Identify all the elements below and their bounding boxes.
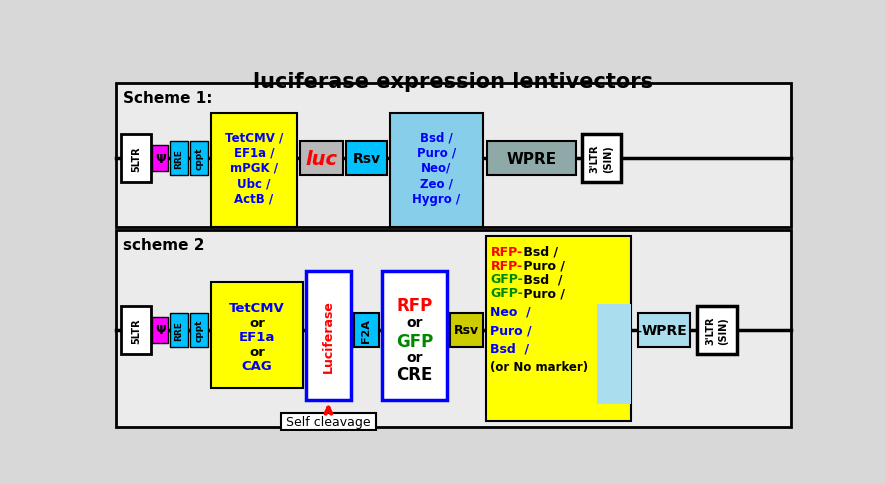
Bar <box>450 313 482 347</box>
Text: Hygro /: Hygro / <box>412 192 460 205</box>
Text: Ubc /: Ubc / <box>237 177 271 190</box>
Bar <box>152 146 168 172</box>
Text: WPRE: WPRE <box>641 323 687 337</box>
Text: RRE: RRE <box>174 149 183 168</box>
Text: Self cleavage: Self cleavage <box>286 415 371 428</box>
Text: 5LTR: 5LTR <box>131 318 142 343</box>
Bar <box>486 236 631 421</box>
Text: RRE: RRE <box>174 320 183 340</box>
Text: Puro /: Puro / <box>490 324 532 336</box>
Text: TetCMV /: TetCMV / <box>225 131 283 144</box>
Bar <box>116 83 791 228</box>
Bar <box>637 313 690 347</box>
Text: Bsd /: Bsd / <box>519 245 558 258</box>
Bar <box>281 413 375 430</box>
Bar <box>346 142 387 176</box>
Text: TetCMV: TetCMV <box>229 302 285 314</box>
Text: or: or <box>406 316 423 330</box>
Text: Puro /: Puro / <box>417 146 456 159</box>
Text: CAG: CAG <box>242 360 273 373</box>
Text: or: or <box>250 345 265 358</box>
Bar <box>212 113 296 227</box>
Text: Ψ: Ψ <box>155 324 165 336</box>
Text: Scheme 1:: Scheme 1: <box>123 91 212 106</box>
Text: Bsd /: Bsd / <box>419 131 452 144</box>
Text: GFP-: GFP- <box>490 287 523 300</box>
Bar <box>381 272 447 400</box>
Text: Bsd  /: Bsd / <box>519 273 563 286</box>
Bar <box>597 304 631 404</box>
Bar <box>212 283 303 389</box>
Bar <box>152 317 168 343</box>
Text: Neo/: Neo/ <box>421 162 451 174</box>
Text: or: or <box>406 351 423 365</box>
Text: -: - <box>631 321 643 339</box>
Text: RFP-: RFP- <box>490 245 522 258</box>
Text: Puro /: Puro / <box>519 259 565 272</box>
Bar <box>121 135 151 182</box>
Bar <box>116 231 791 427</box>
Text: Bsd  /: Bsd / <box>490 342 529 355</box>
Text: 3'LTR
(SIN): 3'LTR (SIN) <box>705 316 728 344</box>
Text: scheme 2: scheme 2 <box>123 238 204 253</box>
Text: EF1a /: EF1a / <box>234 146 274 159</box>
Text: RFP-: RFP- <box>490 259 522 272</box>
Bar <box>354 313 379 347</box>
Text: RFP: RFP <box>396 297 433 315</box>
Text: ActB /: ActB / <box>235 192 273 205</box>
Text: Rsv: Rsv <box>352 152 381 166</box>
Bar <box>488 142 575 176</box>
Text: Puro /: Puro / <box>519 287 565 300</box>
Text: Ψ: Ψ <box>155 152 165 165</box>
Bar <box>300 142 343 176</box>
Text: Neo  /: Neo / <box>490 305 531 318</box>
Text: GFP: GFP <box>396 332 433 350</box>
Text: F2A: F2A <box>361 318 372 342</box>
Text: Rsv: Rsv <box>454 324 479 336</box>
Text: cppt: cppt <box>195 319 204 341</box>
Text: EF1a: EF1a <box>239 331 275 344</box>
Text: 3'LTR
(SIN): 3'LTR (SIN) <box>589 145 612 173</box>
Bar <box>170 142 189 176</box>
Text: 5LTR: 5LTR <box>131 146 142 171</box>
Text: GFP-: GFP- <box>490 273 523 286</box>
Text: WPRE: WPRE <box>506 151 557 166</box>
Bar <box>121 306 151 354</box>
Text: Zeo /: Zeo / <box>419 177 452 190</box>
Bar <box>306 272 350 400</box>
Text: cppt: cppt <box>195 148 204 170</box>
Bar <box>170 313 189 347</box>
Text: mPGK /: mPGK / <box>230 162 278 174</box>
Bar <box>189 142 208 176</box>
Text: CRE: CRE <box>396 366 433 384</box>
Text: (or No marker): (or No marker) <box>490 361 589 374</box>
Bar <box>189 313 208 347</box>
Bar <box>696 306 737 354</box>
Text: or: or <box>250 316 265 329</box>
Bar <box>389 113 482 227</box>
Text: luc: luc <box>305 149 337 168</box>
Text: Luciferase: Luciferase <box>322 299 335 372</box>
Text: luciferase expression lentivectors: luciferase expression lentivectors <box>253 72 653 92</box>
Bar <box>581 135 620 182</box>
